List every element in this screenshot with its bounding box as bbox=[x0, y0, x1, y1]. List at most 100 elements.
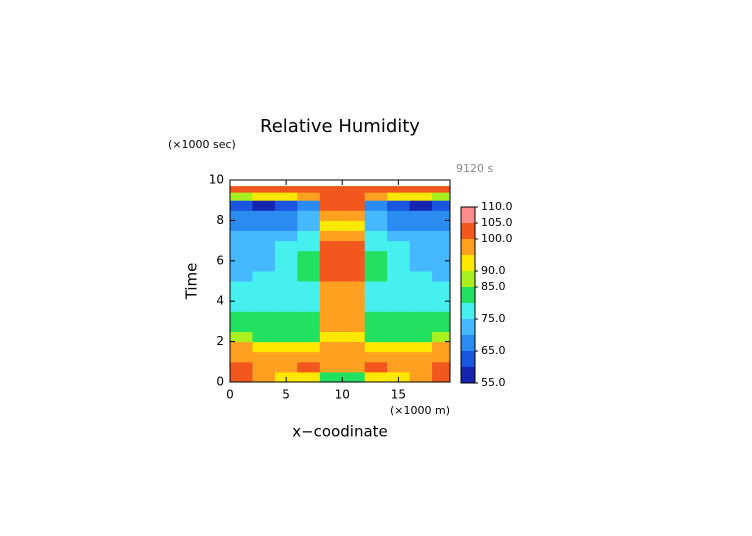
field-cell bbox=[319, 210, 343, 221]
field-cell bbox=[319, 200, 343, 211]
field-cell bbox=[432, 240, 450, 252]
chart-title: Relative Humidity bbox=[260, 116, 420, 137]
field-cell bbox=[230, 321, 253, 332]
field-cell bbox=[409, 200, 433, 211]
field-cell bbox=[230, 311, 253, 322]
field-cell bbox=[432, 351, 450, 363]
field-cell bbox=[230, 200, 253, 211]
colorbar-band bbox=[461, 239, 475, 255]
field-cell bbox=[409, 341, 433, 353]
field-cell bbox=[409, 270, 433, 282]
field-cell bbox=[432, 270, 450, 282]
field-cell bbox=[230, 331, 253, 343]
field-cell bbox=[252, 186, 276, 193]
field-cell bbox=[432, 200, 450, 211]
field-cell bbox=[364, 371, 388, 382]
field-cell bbox=[319, 331, 343, 343]
field-cell bbox=[319, 321, 343, 332]
field-cell bbox=[342, 301, 366, 312]
field-cell bbox=[297, 351, 321, 363]
field-cell bbox=[364, 301, 388, 312]
field-cell bbox=[387, 321, 411, 332]
field-cell bbox=[387, 311, 411, 322]
colorbar-tick-label: 110.0 bbox=[481, 200, 513, 213]
field-cell bbox=[342, 351, 366, 363]
field-cell bbox=[409, 220, 433, 231]
field-cell bbox=[252, 331, 276, 343]
field-cell bbox=[409, 361, 433, 373]
x-tick-label: 0 bbox=[226, 388, 234, 402]
colorbar-band bbox=[461, 287, 475, 303]
field-cell bbox=[432, 311, 450, 322]
field-cell bbox=[432, 210, 450, 221]
colorbar-band bbox=[461, 223, 475, 239]
field-cell bbox=[319, 351, 343, 363]
field-cell bbox=[230, 270, 253, 282]
field-cell bbox=[432, 230, 450, 242]
plot-frame bbox=[229, 179, 451, 383]
field-cell bbox=[342, 291, 366, 302]
field-cell bbox=[274, 230, 298, 242]
field-cell bbox=[387, 260, 411, 272]
field-cell bbox=[274, 351, 298, 363]
field-cell bbox=[297, 321, 321, 332]
field-cell bbox=[432, 331, 450, 343]
field-cell bbox=[409, 291, 433, 302]
field-cell bbox=[274, 341, 298, 353]
field-cell bbox=[252, 250, 276, 262]
field-cell bbox=[274, 270, 298, 282]
field-cell bbox=[364, 220, 388, 231]
colorbar-band bbox=[461, 207, 475, 223]
field-cell bbox=[342, 210, 366, 221]
field-cell bbox=[230, 351, 253, 363]
field bbox=[230, 186, 450, 382]
field-cell bbox=[409, 301, 433, 312]
field-cell bbox=[409, 321, 433, 332]
colorbar-band bbox=[461, 255, 475, 271]
colorbar-tick-label: 65.0 bbox=[481, 344, 506, 357]
field-cell bbox=[230, 260, 253, 272]
field-cell bbox=[432, 361, 450, 373]
field-cell bbox=[364, 321, 388, 332]
field-cell bbox=[432, 321, 450, 332]
colorbar-band bbox=[461, 335, 475, 351]
field-cell bbox=[252, 351, 276, 363]
field-cell bbox=[274, 331, 298, 343]
field-cell bbox=[230, 301, 253, 312]
field-cell bbox=[342, 250, 366, 262]
field-cell bbox=[364, 192, 388, 201]
field-cell bbox=[409, 250, 433, 262]
field-cell bbox=[319, 240, 343, 252]
field-cell bbox=[432, 371, 450, 382]
field-cell bbox=[364, 270, 388, 282]
y-tick-label: 4 bbox=[216, 294, 224, 308]
y-tick-label: 2 bbox=[216, 334, 224, 348]
field-cell bbox=[297, 186, 321, 193]
colorbar-tick-label: 85.0 bbox=[481, 280, 506, 293]
field-cell bbox=[319, 281, 343, 292]
field-cell bbox=[297, 371, 321, 382]
colorbar-tick-label: 75.0 bbox=[481, 312, 506, 325]
y-unit: (×1000 sec) bbox=[168, 138, 236, 151]
field-cell bbox=[432, 192, 450, 201]
field-cell bbox=[319, 270, 343, 282]
field-cell bbox=[432, 301, 450, 312]
field-cell bbox=[297, 331, 321, 343]
field-cell bbox=[252, 192, 276, 201]
colorbar-band bbox=[461, 271, 475, 287]
colorbar-band bbox=[461, 367, 475, 383]
field-cell bbox=[364, 351, 388, 363]
colorbar-tick-label: 90.0 bbox=[481, 264, 506, 277]
field-cell bbox=[297, 240, 321, 252]
field-cell bbox=[319, 291, 343, 302]
field-cell bbox=[319, 230, 343, 242]
y-axis-label: Time bbox=[183, 263, 201, 301]
field-cell bbox=[319, 371, 343, 382]
field-cell bbox=[252, 341, 276, 353]
field-cell bbox=[364, 361, 388, 373]
field-cell bbox=[387, 230, 411, 242]
field-cell bbox=[297, 341, 321, 353]
field-cell bbox=[364, 186, 388, 193]
field-cell bbox=[409, 230, 433, 242]
